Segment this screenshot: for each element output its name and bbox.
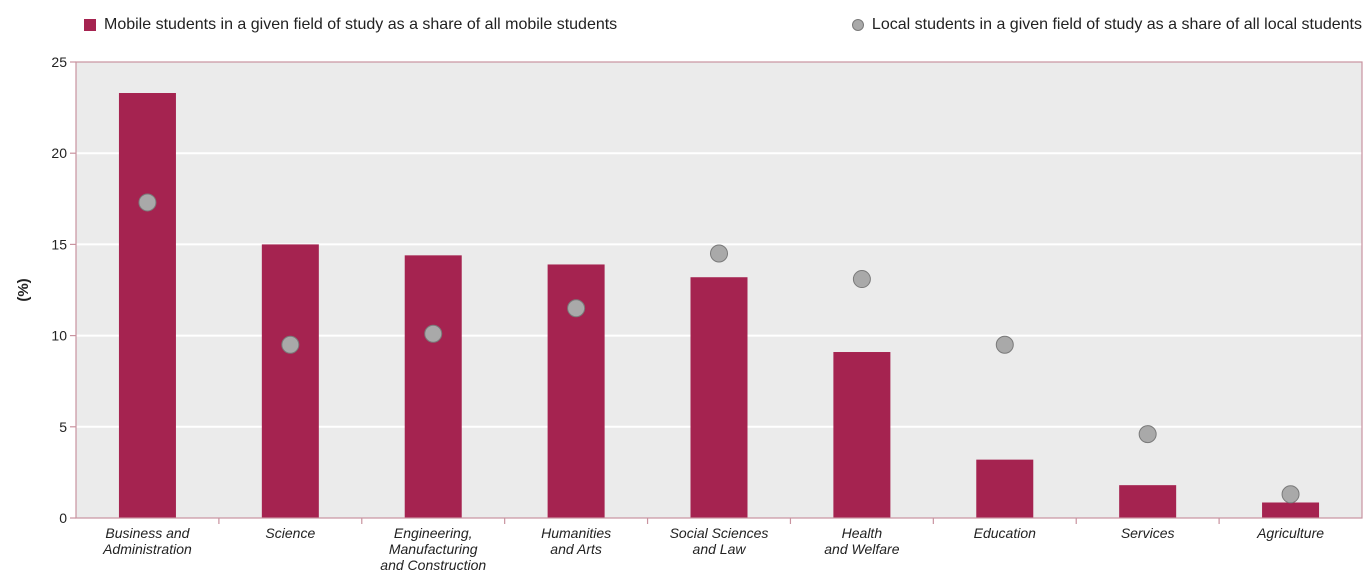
y-tick-label: 5 [59, 419, 67, 435]
marker [281, 335, 300, 354]
marker [710, 244, 728, 263]
marker [852, 270, 871, 289]
bar [118, 93, 176, 519]
y-tick-label: 15 [51, 236, 67, 252]
x-category-label: Agriculture [1256, 525, 1324, 541]
y-tick-label: 20 [51, 145, 67, 161]
x-category-label: Health and Welfare [824, 525, 899, 557]
legend-item-local: Local students in a given field of study… [851, 16, 1362, 34]
legend-swatch-local [851, 19, 864, 31]
x-category-label: Education [974, 525, 1036, 541]
marker [424, 324, 443, 343]
y-tick-label: 0 [59, 510, 67, 526]
marker [567, 299, 586, 318]
markers [138, 193, 1300, 504]
axes [70, 61, 1363, 524]
y-tick-label: 10 [51, 328, 67, 344]
x-category-label: Services [1121, 525, 1175, 541]
marker [138, 193, 157, 212]
bar [404, 255, 462, 518]
x-category-label: Science [265, 525, 315, 541]
legend: Mobile students in a given field of stud… [84, 14, 1362, 36]
bars [118, 93, 1320, 519]
x-category-label: Business and Administration [102, 525, 192, 557]
bar [1262, 502, 1320, 518]
x-category-labels: Business and Administration Science Enginee… [102, 525, 1324, 573]
bar [261, 244, 319, 518]
x-category-label: Social Sciences and Law [670, 525, 769, 557]
x-category-label: Humanities and Arts [541, 525, 611, 557]
y-tick-label: 25 [51, 54, 67, 70]
y-tick-labels: 0 5 10 15 20 25 [51, 54, 67, 526]
x-category-label: Engineering, Manufacturing and Constructio… [380, 525, 486, 573]
legend-label-local: Local students in a given field of study… [871, 16, 1362, 33]
legend-item-mobile: Mobile students in a given field of stud… [84, 16, 617, 34]
bar [690, 277, 748, 518]
plot-frame [75, 61, 1363, 519]
bar [833, 352, 891, 518]
legend-swatch-mobile [84, 19, 96, 31]
marker [995, 335, 1014, 354]
legend-label-mobile: Mobile students in a given field of stud… [104, 16, 618, 33]
bar [1119, 485, 1177, 518]
bar [976, 459, 1034, 518]
marker [1281, 485, 1300, 504]
y-axis-label: (%) [15, 278, 32, 301]
marker [1138, 425, 1157, 444]
